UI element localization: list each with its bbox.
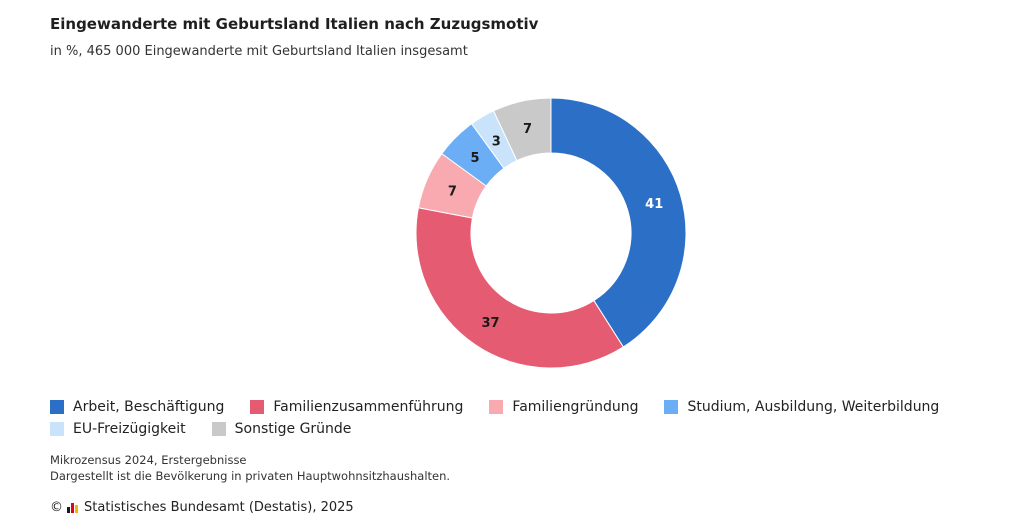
- legend-item-arbeit: Arbeit, Beschäftigung: [50, 399, 224, 415]
- legend-swatch: [489, 400, 504, 414]
- data-label-sonstige: 7: [523, 122, 532, 137]
- legend-label: Arbeit, Beschäftigung: [73, 399, 225, 415]
- legend-swatch: [50, 422, 64, 436]
- legend-label: Studium, Ausbildung, Weiterbildung: [687, 399, 940, 415]
- data-label-eu-freizuegigkeit: 3: [492, 134, 501, 149]
- legend-swatch: [50, 400, 64, 414]
- destatis-logo-icon: [67, 502, 79, 513]
- legend-item-familiengruendung: Familiengründung: [489, 399, 638, 415]
- population-note: Dargestellt ist die Bevölkerung in priva…: [50, 469, 451, 483]
- legend-item-studium: Studium, Ausbildung, Weiterbildung: [664, 399, 939, 415]
- legend-item-sonstige: Sonstige Gründe: [211, 421, 352, 437]
- copyright-footer: © Statistisches Bundesamt (Destatis), 20…: [50, 500, 354, 515]
- donut-slice-arbeit: [550, 97, 687, 348]
- legend-label: Sonstige Gründe: [234, 421, 352, 437]
- copyright-text: Statistisches Bundesamt (Destatis), 2025: [84, 500, 354, 515]
- legend-item-eu-freizuegigkeit: EU-Freizügigkeit: [50, 421, 186, 437]
- copyright-icon: ©: [50, 500, 63, 515]
- data-label-familienzusammenfuehrung: 37: [482, 316, 500, 331]
- legend-label: Familiengründung: [512, 399, 639, 415]
- source-line: Mikrozensus 2024, Erstergebnisse: [50, 453, 247, 467]
- data-label-studium: 5: [470, 151, 479, 166]
- legend-row: EU-Freizügigkeit Sonstige Gründe: [50, 418, 990, 440]
- legend-swatch: [211, 422, 226, 436]
- legend-row: Arbeit, Beschäftigung Familienzusammenfü…: [50, 396, 990, 418]
- data-label-familiengruendung: 7: [448, 184, 457, 199]
- donut-slice-sonstige: [492, 97, 552, 162]
- legend: Arbeit, Beschäftigung Familienzusammenfü…: [50, 396, 990, 440]
- legend-item-familienzusammenfuehrung: Familienzusammenführung: [250, 399, 463, 415]
- donut-slice-familienzusammenfuehrung: [415, 207, 625, 369]
- data-label-arbeit: 41: [645, 197, 663, 212]
- chart-subtitle: in %, 465 000 Eingewanderte mit Geburtsl…: [50, 44, 468, 59]
- legend-label: EU-Freizügigkeit: [73, 421, 186, 437]
- legend-swatch: [250, 400, 265, 414]
- chart-title: Eingewanderte mit Geburtsland Italien na…: [50, 15, 539, 33]
- source-notes: Mikrozensus 2024, Erstergebnisse Dargest…: [50, 452, 450, 484]
- legend-label: Familienzusammenführung: [273, 399, 464, 415]
- legend-swatch: [664, 400, 679, 414]
